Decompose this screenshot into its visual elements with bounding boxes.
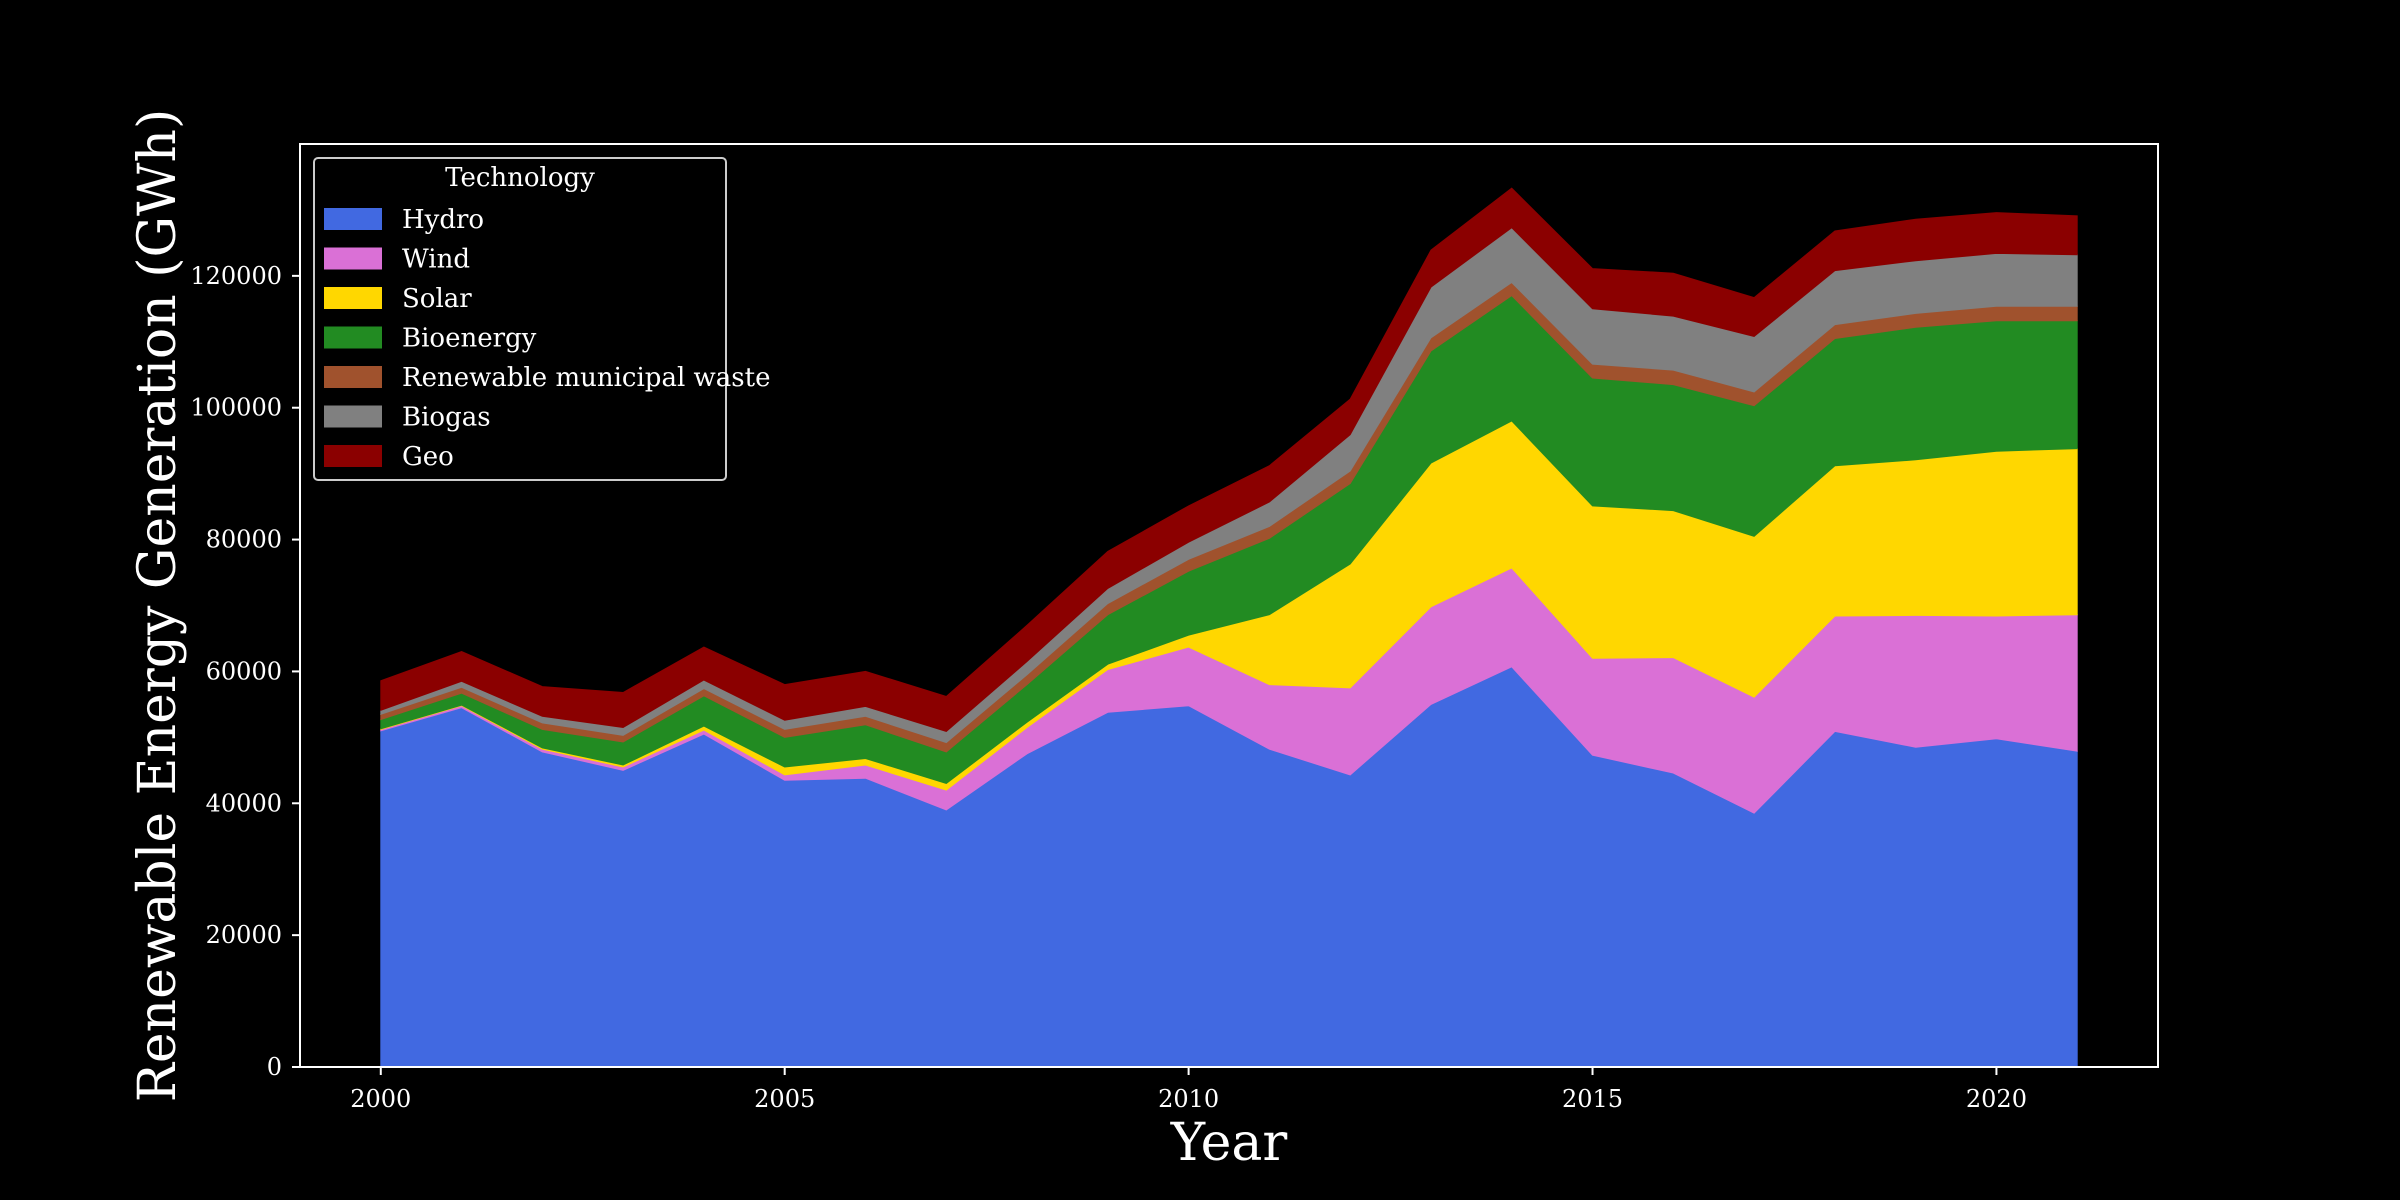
legend-label-wind: Wind [402,245,470,275]
y-tick-label: 20000 [206,921,282,949]
area-geo [380,187,2078,732]
legend-swatch-geo [324,445,382,467]
x-tick-label: 2000 [350,1085,411,1113]
area-series-group [380,187,2078,1068]
y-tick-label: 0 [267,1053,282,1081]
x-tick-label: 2010 [1158,1085,1219,1113]
legend-label-bioenergy: Bioenergy [402,324,537,354]
legend-label-hydro: Hydro [402,205,484,235]
legend-swatch-biogas [324,405,382,428]
y-tick-label: 100000 [190,394,282,422]
legend-label-biogas: Biogas [402,403,491,433]
legend-label-solar: Solar [402,284,472,314]
x-tick-label: 2015 [1562,1085,1623,1113]
legend-label-renewable-municipal-waste: Renewable municipal waste [402,363,770,393]
y-axis-label: Renewable Energy Generation (GWh) [128,109,188,1103]
x-tick-label: 2005 [754,1085,815,1113]
legend-swatch-hydro [324,208,382,230]
legend-swatch-solar [324,287,382,309]
legend-swatch-bioenergy [324,326,382,349]
y-tick-label: 60000 [206,657,282,685]
y-tick-label: 120000 [190,262,282,290]
y-tick-label: 80000 [206,526,282,554]
x-tick-label: 2020 [1966,1085,2027,1113]
x-axis-label: Year [1170,1113,1288,1173]
legend: Technology Hydro Wind Solar Bioenergy Renewa… [313,157,770,481]
x-axis-ticks: 2000 2005 2010 2015 2020 [350,1067,2027,1113]
legend-label-geo: Geo [402,442,454,472]
legend-swatch-renewable-municipal-waste [324,366,382,388]
legend-swatch-wind [324,247,382,270]
y-axis-ticks: 0 20000 40000 60000 80000 100000 120000 [190,262,300,1081]
legend-title: Technology [445,163,595,193]
plot-frame [299,143,2159,1068]
y-tick-label: 40000 [206,789,282,817]
legend-box [313,157,727,481]
